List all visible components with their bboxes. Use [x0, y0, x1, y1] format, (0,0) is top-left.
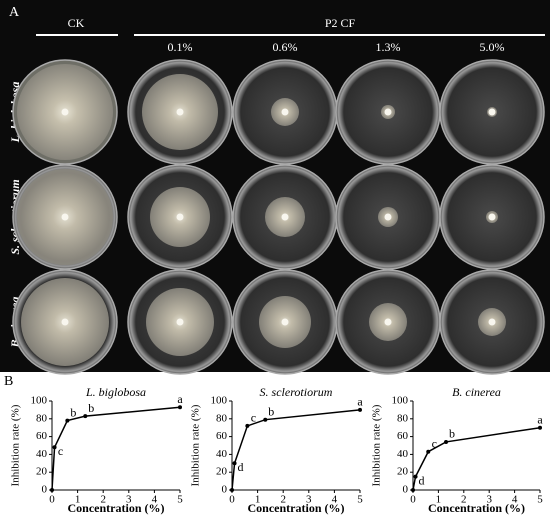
x-tick-label: 4: [512, 494, 518, 506]
y-tick-label: 100: [31, 395, 48, 407]
point-label: b: [70, 405, 76, 419]
chart-title: B. cinerea: [452, 385, 501, 399]
inoculum: [384, 213, 392, 221]
y-tick-label: 80: [36, 412, 48, 424]
x-tick-label: 0: [229, 494, 235, 506]
y-axis-label: Inhibition rate (%): [10, 404, 22, 486]
chart-title: S. sclerotiorum: [260, 385, 333, 399]
y-tick-label: 60: [36, 430, 48, 442]
x-tick-label: 2: [461, 494, 467, 506]
y-axis-label: Inhibition rate (%): [371, 404, 383, 486]
point-label: a: [537, 412, 543, 426]
x-tick-label: 1: [75, 494, 81, 506]
data-point: [83, 414, 88, 419]
data-point: [411, 488, 415, 492]
point-label: a: [357, 395, 363, 409]
x-tick-label: 5: [177, 494, 183, 506]
y-axis-label: Inhibition rate (%): [190, 404, 202, 486]
x-tick-label: 1: [255, 494, 261, 506]
point-label: d: [238, 460, 244, 474]
data-point: [178, 405, 182, 410]
inoculum: [176, 108, 184, 116]
point-label: c: [58, 444, 63, 458]
x-tick-label: 0: [49, 494, 55, 506]
treatment-label: P2 CF: [325, 16, 356, 30]
concentration-label: 5.0%: [480, 40, 505, 54]
y-tick-label: 20: [397, 466, 409, 478]
data-point: [263, 417, 268, 422]
inoculum: [61, 318, 69, 326]
y-tick-label: 40: [216, 448, 228, 460]
x-tick-label: 3: [306, 494, 312, 506]
inoculum: [488, 108, 496, 116]
inoculum: [488, 213, 496, 221]
data-point: [230, 488, 234, 492]
point-label: c: [251, 411, 256, 425]
x-axis-label: Concentration (%): [248, 501, 345, 515]
data-point: [52, 445, 57, 450]
y-tick-label: 80: [397, 412, 409, 424]
inoculum: [384, 108, 392, 116]
panel-label: A: [9, 5, 20, 20]
y-tick-label: 0: [403, 484, 409, 496]
data-point: [65, 418, 70, 423]
x-tick-label: 2: [280, 494, 286, 506]
y-tick-label: 0: [42, 484, 48, 496]
y-tick-label: 40: [36, 448, 48, 460]
y-tick-label: 60: [216, 430, 228, 442]
data-point: [232, 461, 237, 466]
x-tick-label: 1: [436, 494, 442, 506]
inoculum: [176, 318, 184, 326]
y-tick-label: 100: [211, 395, 228, 407]
y-tick-label: 60: [397, 430, 409, 442]
inoculum: [61, 108, 69, 116]
y-tick-label: 100: [392, 395, 409, 407]
concentration-label: 0.1%: [168, 40, 193, 54]
inoculum: [384, 318, 392, 326]
concentration-label: 0.6%: [273, 40, 298, 54]
data-point: [245, 423, 250, 428]
point-label: c: [432, 436, 437, 450]
x-tick-label: 3: [126, 494, 132, 506]
inoculum: [176, 213, 184, 221]
point-label: a: [177, 392, 183, 406]
y-tick-label: 20: [36, 466, 48, 478]
x-tick-label: 5: [537, 494, 543, 506]
x-axis-label: Concentration (%): [428, 501, 525, 515]
point-label: b: [449, 427, 455, 441]
point-label: b: [88, 401, 94, 415]
data-point: [444, 439, 449, 444]
panel-label: B: [4, 374, 13, 389]
x-tick-label: 0: [410, 494, 416, 506]
y-tick-label: 20: [216, 466, 228, 478]
inoculum: [281, 108, 289, 116]
concentration-label: 1.3%: [376, 40, 401, 54]
y-tick-label: 40: [397, 448, 409, 460]
x-tick-label: 3: [486, 494, 492, 506]
y-tick-label: 80: [216, 412, 228, 424]
chart-title: L. biglobosa: [85, 385, 146, 399]
inoculum: [488, 318, 496, 326]
x-tick-label: 4: [152, 494, 158, 506]
control-label: CK: [68, 16, 85, 30]
x-tick-label: 2: [100, 494, 106, 506]
point-label: b: [268, 404, 274, 418]
data-point: [358, 407, 362, 412]
x-tick-label: 5: [357, 494, 363, 506]
data-point: [50, 488, 54, 492]
inoculum: [281, 318, 289, 326]
data-point: [413, 474, 418, 479]
inoculum: [61, 213, 69, 221]
point-label: d: [419, 473, 425, 487]
x-tick-label: 4: [332, 494, 338, 506]
inoculum: [281, 213, 289, 221]
data-line: [51, 406, 181, 491]
data-point: [426, 449, 431, 454]
data-point: [538, 425, 542, 430]
y-tick-label: 0: [222, 484, 228, 496]
x-axis-label: Concentration (%): [68, 501, 165, 515]
